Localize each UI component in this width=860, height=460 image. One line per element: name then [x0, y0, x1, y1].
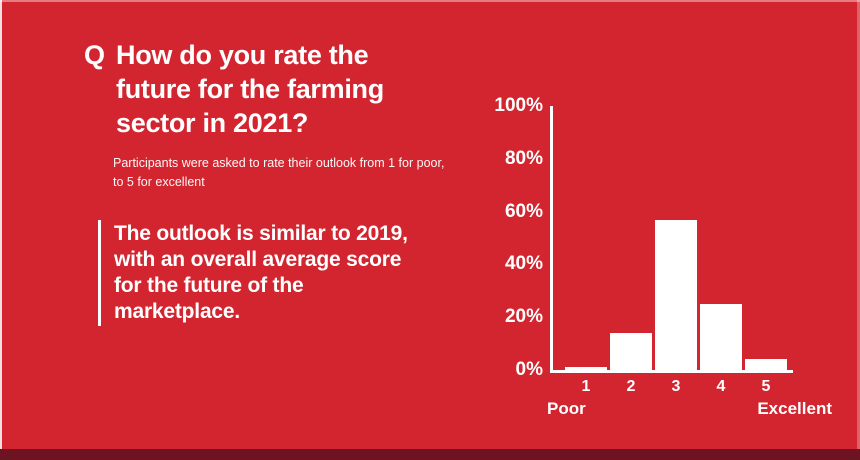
x-tick-2: 2 [626, 378, 636, 395]
bar-series [553, 106, 793, 370]
y-axis-tick-labels: 0% 20% 40% 60% 80% 100% [440, 95, 543, 380]
y-tick-0: 0% [515, 359, 543, 380]
x-tick-1: 1 [581, 378, 591, 395]
left-edge-line [0, 0, 2, 449]
question-marker: Q [84, 40, 106, 70]
quote-block: The outlook is similar to 2019, with an … [98, 220, 408, 326]
x-tick-4: 4 [716, 378, 726, 395]
quote-text: The outlook is similar to 2019, with an … [114, 222, 408, 323]
question-subtitle: Participants were asked to rate their ou… [113, 156, 445, 189]
bar-rating-4 [700, 304, 742, 370]
bar-rating-3 [655, 219, 697, 370]
x-tick-5: 5 [761, 378, 771, 395]
y-tick-20: 20% [504, 306, 543, 328]
y-tick-100: 100% [494, 95, 543, 116]
top-edge-line [0, 0, 860, 2]
y-tick-60: 60% [504, 200, 543, 222]
x-tick-3: 3 [671, 378, 681, 395]
footer-strip [0, 449, 860, 460]
question-header: Q How do you rate the future for the far… [84, 38, 384, 140]
x-axis-tick-labels: 1 2 3 4 5 [565, 377, 787, 397]
page-title: How do you rate the future for the farmi… [116, 40, 384, 138]
bar-rating-5 [745, 359, 787, 370]
bar-rating-1 [565, 367, 607, 370]
x-axis-label-excellent: Excellent [757, 399, 832, 418]
right-edge-line [857, 0, 860, 449]
x-axis-label-poor: Poor [547, 399, 586, 418]
y-tick-80: 80% [504, 147, 543, 169]
plot-area [550, 106, 793, 373]
y-tick-40: 40% [504, 253, 543, 275]
bar-rating-2 [610, 333, 652, 370]
x-axis-range-labels: Poor Excellent [547, 398, 832, 419]
